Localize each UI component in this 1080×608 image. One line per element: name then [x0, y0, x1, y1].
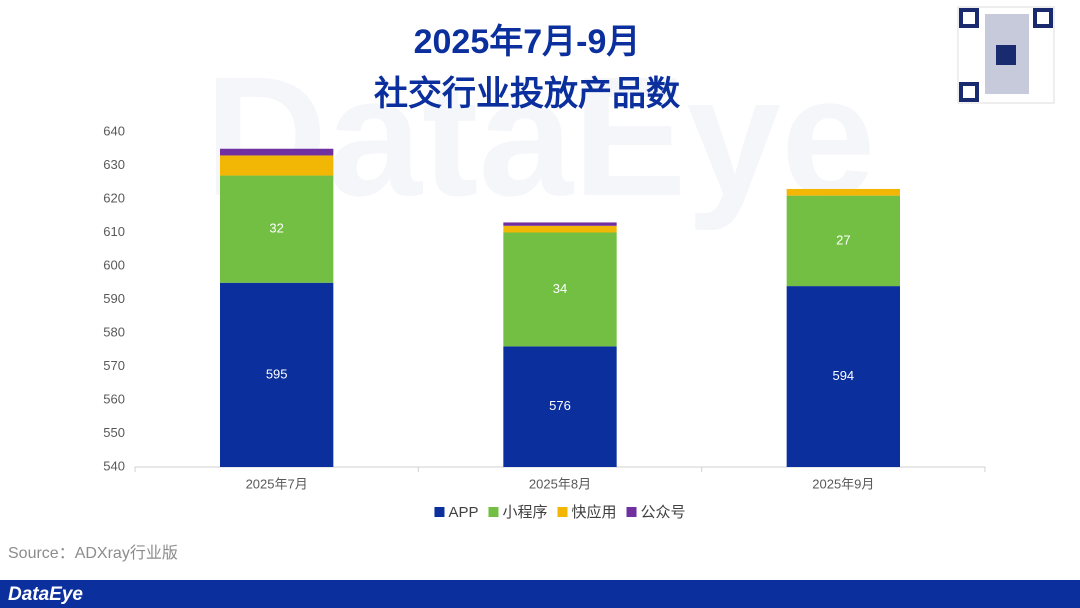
bar-segment	[220, 148, 334, 156]
bar-segment	[220, 282, 334, 467]
legend-label: 小程序	[502, 504, 547, 521]
bar-segment	[786, 286, 900, 467]
qr-code	[957, 6, 1055, 104]
y-tick-label: 580	[103, 324, 125, 339]
footer-bar	[0, 580, 1080, 608]
x-tick-label: 2025年7月	[246, 476, 308, 491]
y-tick-label: 570	[103, 358, 125, 373]
legend-swatch	[557, 507, 568, 517]
data-label: 595	[266, 366, 288, 381]
x-tick-label: 2025年8月	[529, 476, 591, 491]
bar-segment	[786, 188, 900, 196]
chart-title: 2025年7月-9月	[414, 23, 641, 61]
y-tick-label: 620	[103, 190, 125, 205]
legend-label: 快应用	[572, 503, 617, 521]
bar-segment	[220, 175, 334, 283]
data-label: 27	[836, 232, 850, 247]
bar-segment	[503, 225, 617, 233]
x-tick-label: 2025年9月	[812, 476, 874, 491]
legend-label: 公众号	[641, 504, 686, 521]
y-tick-label: 550	[103, 425, 125, 440]
y-tick-label: 560	[103, 391, 125, 406]
y-tick-label: 640	[103, 123, 125, 138]
bar-segment	[503, 346, 617, 467]
legend-swatch	[488, 507, 499, 517]
y-tick-label: 610	[103, 224, 125, 239]
chart-subtitle: 社交行业投放产品数	[374, 74, 680, 113]
y-tick-label: 590	[103, 291, 125, 306]
legend-label: APP	[448, 504, 478, 521]
legend-swatch	[434, 507, 445, 517]
bar-segment	[503, 232, 617, 347]
data-label: 576	[549, 398, 571, 413]
brand-logo: DataEye	[8, 584, 83, 605]
y-tick-label: 540	[103, 458, 125, 473]
bar-segment	[503, 222, 617, 226]
bar-segment	[786, 195, 900, 287]
legend-swatch	[626, 507, 637, 517]
data-label: 32	[269, 221, 283, 236]
y-tick-label: 600	[103, 257, 125, 272]
data-label: 594	[832, 368, 854, 383]
data-label: 34	[553, 281, 567, 296]
bar-segment	[220, 155, 334, 176]
source-note: Source：ADXray行业版	[8, 544, 178, 562]
y-tick-label: 630	[103, 157, 125, 172]
